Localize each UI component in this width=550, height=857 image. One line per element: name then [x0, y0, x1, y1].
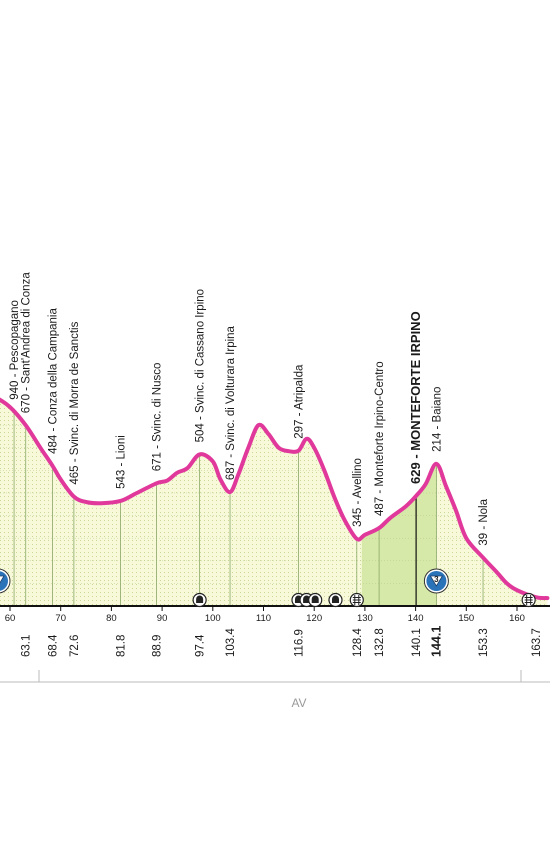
km-tick-label: 160	[509, 613, 525, 624]
place-label: 671 - Svinc. di Nusco	[152, 363, 164, 472]
km-point-label: 144.1	[429, 626, 443, 657]
km-tick-label: 140	[408, 613, 424, 624]
tunnel-icon	[328, 592, 343, 608]
km-tick-label: 110	[256, 613, 271, 624]
km-point-label: 97.4	[195, 634, 207, 657]
climb-badge-prev	[0, 568, 11, 594]
km-point-label: 163.7	[531, 628, 543, 657]
km-point-label: 128.4	[352, 628, 364, 657]
place-label: 543 - Lioni	[116, 435, 128, 489]
place-label: 39 - Nola	[478, 498, 490, 545]
tunnel-arch	[311, 595, 319, 603]
rail-crossing-icon	[521, 592, 536, 608]
badge-triangle	[429, 575, 444, 587]
place-label: 345 - Avellino	[352, 458, 364, 527]
km-tick-label: 150	[458, 613, 474, 624]
km-point-label: 140.1	[411, 628, 423, 657]
profile-line	[0, 397, 550, 601]
climb-category-badge: 3	[423, 568, 449, 594]
km-tick-label: 70	[55, 613, 66, 624]
km-tick-label: 60	[5, 613, 16, 624]
km-tick-label: 90	[157, 613, 168, 624]
place-label: 214 - Baiano	[431, 387, 443, 452]
km-point-label: 81.8	[116, 635, 128, 657]
place-label: 670 - Sant'Andrea di Conza	[21, 272, 33, 414]
km-point-label: 103.4	[225, 628, 237, 657]
place-label: 629 - MONTEFORTE IRPINO	[408, 311, 423, 484]
km-tick-label: 80	[106, 613, 117, 624]
km-point-label: 63.1	[21, 635, 33, 657]
km-tick-label: 100	[205, 613, 221, 624]
km-point-label: 68.4	[48, 634, 60, 657]
profile-area	[0, 399, 548, 606]
tunnel-arch	[196, 595, 204, 603]
tunnel-arch	[331, 595, 339, 603]
rail-crossing-icon	[349, 592, 364, 608]
climb-segment	[361, 391, 437, 606]
km-point-label: 153.3	[478, 628, 490, 657]
badge-triangle	[0, 575, 5, 584]
province-label: AV	[291, 696, 306, 710]
place-label: 297 - Atripalda	[293, 364, 305, 439]
km-point-label: 88.9	[152, 635, 164, 657]
place-label: 940 - Pescopagano	[9, 300, 21, 400]
tunnel-icon	[308, 592, 323, 608]
km-tick-label: 120	[306, 613, 322, 624]
place-label: 465 - Svinc. di Morra de Sanctis	[69, 321, 81, 484]
place-label: 687 - Svinc. di Volturara Irpina	[225, 325, 237, 480]
badge-number: 3	[434, 575, 439, 584]
place-label: 484 - Conza della Campania	[48, 308, 60, 454]
km-tick-label: 130	[357, 613, 373, 624]
tunnel-icon	[192, 592, 207, 608]
place-label: 504 - Svinc. di Cassano Irpino	[195, 289, 207, 442]
km-point-label: 132.8	[374, 628, 386, 657]
place-label: 487 - Monteforte Irpino-Centro	[374, 361, 386, 516]
km-point-label: 116.9	[293, 629, 305, 657]
km-point-label: 72.6	[69, 635, 81, 657]
